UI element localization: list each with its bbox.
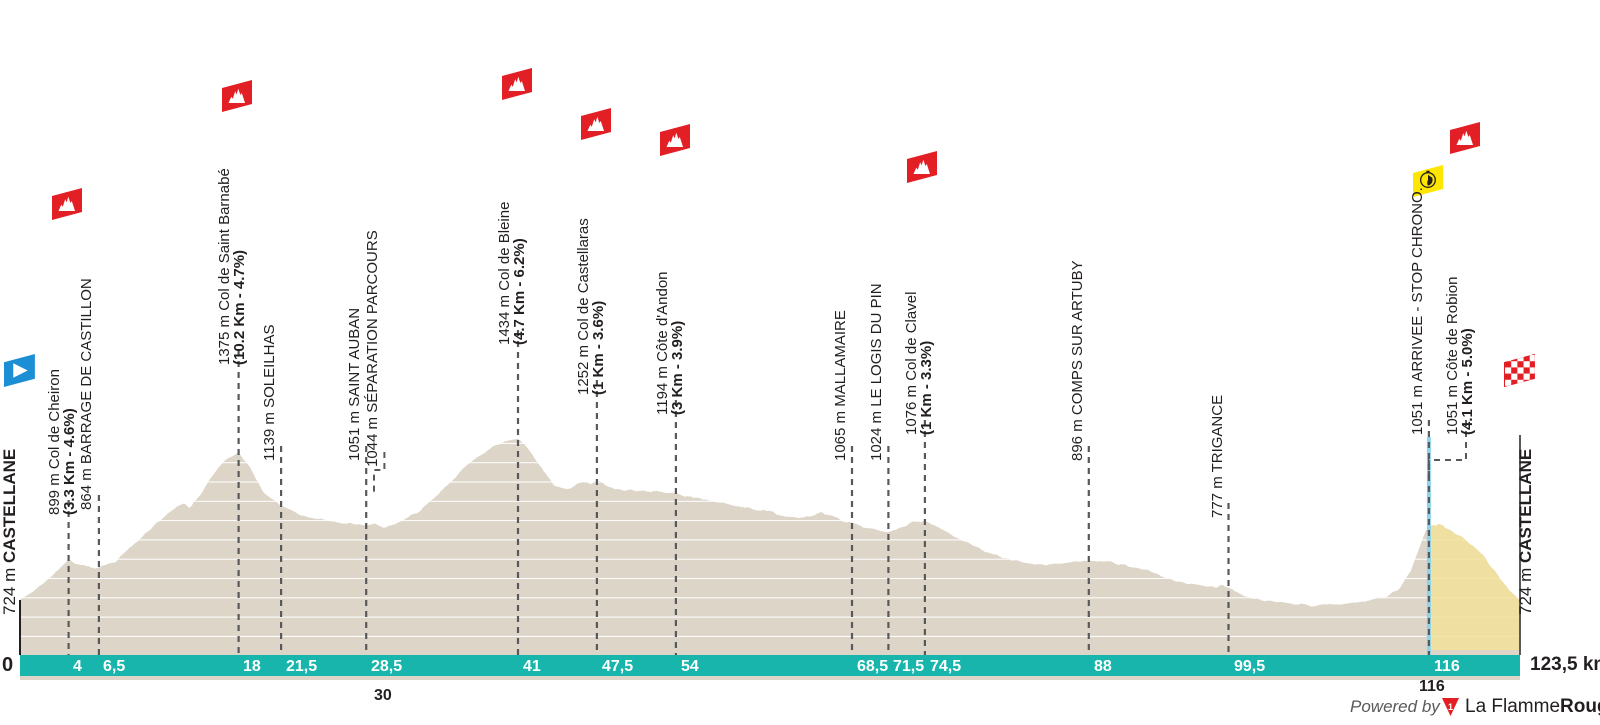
- svg-text:47,5: 47,5: [602, 658, 633, 675]
- svg-text:71,5: 71,5: [893, 658, 924, 675]
- svg-text:116: 116: [1419, 678, 1445, 695]
- svg-text:4: 4: [73, 658, 82, 675]
- svg-text:99,5: 99,5: [1234, 658, 1265, 675]
- svg-text:21,5: 21,5: [286, 658, 317, 675]
- svg-text:88: 88: [1094, 658, 1112, 675]
- svg-text:68,5: 68,5: [857, 658, 888, 675]
- svg-text:18: 18: [243, 658, 261, 675]
- svg-text:0: 0: [2, 654, 13, 676]
- svg-text:116: 116: [1434, 658, 1460, 675]
- svg-text:54: 54: [681, 658, 699, 675]
- svg-text:La FlammeRouge: La FlammeRouge: [1465, 696, 1600, 717]
- svg-text:Powered by: Powered by: [1350, 697, 1441, 716]
- svg-text:30: 30: [374, 687, 392, 704]
- svg-text:6,5: 6,5: [103, 658, 125, 675]
- svg-text:41: 41: [523, 658, 541, 675]
- svg-text:74,5: 74,5: [930, 658, 961, 675]
- svg-text:28,5: 28,5: [371, 658, 402, 675]
- svg-text:123,5 km: 123,5 km: [1530, 654, 1600, 675]
- svg-text:1: 1: [1448, 702, 1453, 712]
